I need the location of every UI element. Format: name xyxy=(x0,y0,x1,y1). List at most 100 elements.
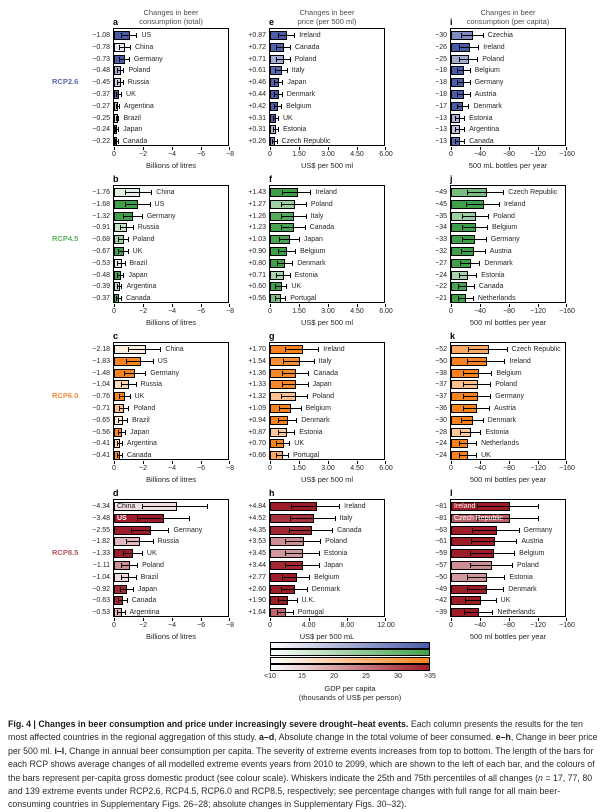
value-label: −81 xyxy=(435,503,447,510)
country-label: Germany xyxy=(490,236,520,244)
value-label: +0.61 xyxy=(248,67,266,75)
whisker-line xyxy=(471,553,515,555)
value-label: +0.90 xyxy=(248,248,266,255)
axis-tick-label: −2 xyxy=(139,308,147,315)
error-whisker xyxy=(457,296,474,302)
whisker-line xyxy=(282,396,308,398)
value-label: −0.63 xyxy=(92,597,110,605)
whisker-line xyxy=(277,443,290,445)
country-label: Argentina xyxy=(469,126,500,134)
axis-tick-label: −160 xyxy=(559,151,575,158)
value-label: −0.68 xyxy=(92,236,110,244)
country-label: Belgium xyxy=(305,405,331,412)
axis-tick xyxy=(270,461,271,464)
error-whisker xyxy=(115,103,120,109)
error-whisker xyxy=(455,139,466,145)
country-label: Japan xyxy=(123,126,143,134)
error-whisker xyxy=(455,127,466,133)
axis-tick xyxy=(270,304,271,307)
axis-tick-label: −40 xyxy=(474,151,486,158)
axis-tick xyxy=(480,304,481,307)
value-label: +0.70 xyxy=(248,440,266,448)
axis-tick xyxy=(566,461,567,464)
error-whisker xyxy=(115,139,119,145)
error-whisker xyxy=(282,574,311,580)
value-label: −63 xyxy=(435,526,447,534)
axis-tick-label: −160 xyxy=(559,465,575,472)
error-whisker xyxy=(458,284,475,290)
value-label: −30 xyxy=(435,32,447,39)
value-label: −1.04 xyxy=(92,573,110,581)
error-whisker xyxy=(117,68,125,74)
axis-tick-label: 12.00 xyxy=(377,622,395,629)
whisker-line xyxy=(463,408,490,409)
country-label: Germany xyxy=(495,393,525,401)
value-label: −1.32 xyxy=(92,212,110,220)
value-label: +1.54 xyxy=(248,357,266,365)
country-label: Portugal xyxy=(290,295,317,303)
value-label: −0.37 xyxy=(92,91,110,98)
whisker-line xyxy=(121,576,136,578)
whisker-line xyxy=(459,443,477,445)
country-label: Denmark xyxy=(484,259,513,267)
value-label: +0.80 xyxy=(248,259,266,267)
whisker-line xyxy=(282,203,306,205)
country-label: Poland xyxy=(325,538,347,546)
axis-tick xyxy=(451,304,452,307)
value-label: −0.24 xyxy=(92,126,110,134)
error-whisker xyxy=(116,296,123,302)
whisker-line xyxy=(276,286,287,288)
country-label: Poland xyxy=(495,381,518,389)
axis-tick xyxy=(451,618,452,621)
whisker-line xyxy=(279,239,299,241)
value-label: +0.72 xyxy=(248,43,266,51)
axis-tick xyxy=(201,461,202,464)
axis-tick-label: 0 xyxy=(449,465,453,472)
whisker-line xyxy=(478,517,539,519)
axis-tick xyxy=(538,618,539,621)
whisker-line xyxy=(137,517,189,519)
country-label: Estonia xyxy=(282,126,307,134)
country-label: Belgium xyxy=(300,248,326,255)
whisker-line xyxy=(282,384,308,386)
axis-label: Billions of litres xyxy=(145,475,197,484)
axis-tick-label: 0 xyxy=(449,308,453,315)
axis-tick xyxy=(357,461,358,464)
whisker-line xyxy=(275,298,286,300)
axis-tick-label: 0 xyxy=(268,465,272,472)
whisker-line xyxy=(119,408,129,409)
axis-tick-label: −6 xyxy=(197,308,205,315)
axis-label: 500 ml bottles per year xyxy=(469,475,547,484)
whisker-line xyxy=(126,192,152,193)
axis-tick-label: 1.50 xyxy=(292,151,306,158)
country-label: China xyxy=(134,43,154,51)
colorbar-strip xyxy=(270,649,430,657)
whisker-line xyxy=(464,612,493,614)
value-label: −0.78 xyxy=(92,43,110,51)
whisker-line xyxy=(461,431,481,433)
column-title: Changes in beer consumption (per capita) xyxy=(466,8,550,26)
value-label: −28 xyxy=(435,428,447,436)
error-whisker xyxy=(466,586,505,592)
value-label: −38 xyxy=(435,369,447,377)
value-label: −2.55 xyxy=(92,526,110,534)
axis-label: Billions of litres xyxy=(145,318,197,327)
whisker-line xyxy=(464,396,491,398)
whisker-line xyxy=(274,105,282,107)
value-label: +0.71 xyxy=(248,55,266,63)
value-label: −0.22 xyxy=(92,138,110,146)
axis-label: 500 ml bottles per year xyxy=(469,632,547,641)
country-label: Poland xyxy=(310,200,333,208)
country-label: Portugal xyxy=(297,609,324,617)
whisker-line xyxy=(467,192,504,193)
whisker-line xyxy=(467,588,504,590)
country-label: Argentina xyxy=(123,102,154,110)
country-label: Czech Republic xyxy=(454,514,504,522)
axis-tick-label: 3.00 xyxy=(321,151,335,158)
error-whisker xyxy=(120,382,137,388)
whisker-line xyxy=(117,455,122,457)
country-label: Argentina xyxy=(126,440,157,448)
axis-tick xyxy=(229,147,230,150)
panel-box-e: e +0.87 Ireland +0.72 Canada +0.71 Poland +0.61… xyxy=(248,17,393,170)
axis-tick-label: −4 xyxy=(168,465,176,472)
